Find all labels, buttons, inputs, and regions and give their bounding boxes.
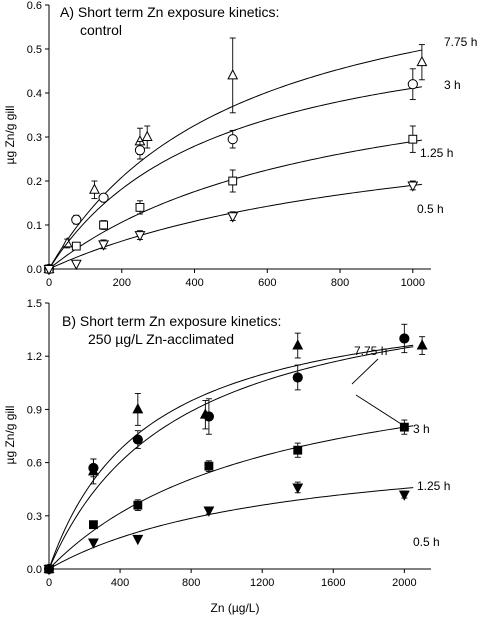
panel-b-series-1-25-h [44,419,414,574]
panel-a-title: A) Short term Zn exposure kinetics: [60,4,279,20]
panel-a-curve-label-1-25-h: 1.25 h [420,146,453,160]
panel-b-y-tick-label: 1.2 [27,351,42,363]
panel-b-point-1-25-h [204,461,214,471]
panel-a-point-1-25-h [71,241,81,251]
panel-a-y-tick-label: 0.6 [27,0,42,12]
panel-b-curve-label-1-25-h: 1.25 h [417,479,450,493]
panel-b-point-0-5-h [132,534,144,546]
panel-b-point-1-25-h [133,500,143,510]
panel-a-point-1-25-h [135,202,145,212]
panel-b-fit-curve-1-25-h [48,425,414,570]
panel-b-fit-curve-0-5-h [48,487,414,570]
panel-a-point-0-5-h [407,181,419,192]
panel-b-point-0-5-h [87,538,99,549]
panel-a-y-axis-label: µg Zn/g gill [3,106,17,165]
panel-a-point-3-h [98,192,109,203]
panel-a-x-tick-label: 1000 [401,277,425,289]
panel-b-point-0-5-h [398,490,410,501]
panel-a-point-7-75-h [227,69,239,80]
panel-b-label-pointer [355,394,410,430]
panel-a-curve-label-0-5-h: 0.5 h [417,202,444,216]
panel-b-curve-label-0-5-h: 0.5 h [413,535,440,549]
panel-a-curve-label-3-h: 3 h [444,78,461,92]
panel-b-y-tick-label: 1.5 [27,298,42,310]
panel-b-point-0-5-h [203,506,215,517]
panel-a-x-tick-label: 200 [113,277,131,289]
panel-a-point-1-25-h [408,134,418,144]
panel-a-point-1-25-h [99,220,108,230]
panel-b-x-tick-label: 2000 [392,577,416,589]
panel-a-point-0-5-h [43,265,55,276]
panel-a-point-7-75-h [416,55,428,67]
panel-b-point-3-h [292,372,303,383]
panel-a-point-0-5-h [70,259,82,271]
panel-a-point-0-5-h [98,240,109,251]
panel-a-curve-label-7-75-h: 7.75 h [444,35,477,49]
panel-a-x-tick-label: 0 [46,277,52,289]
panel-a-x-tick-label: 800 [331,277,349,289]
panel-b-point-0-5-h [43,565,55,576]
panel-b-curve-label-3-h: 3 h [413,422,430,436]
panel-a-point-1-25-h [228,176,238,186]
panel-b-x-tick-label: 400 [111,577,129,589]
panel-b-point-1-25-h [293,445,303,455]
panel-a-y-tick-label: 0.0 [27,264,42,276]
panel-b-point-7-75-h [416,339,428,350]
panel-b-point-3-h [203,411,215,422]
panel-a-y-tick-label: 0.5 [27,44,42,56]
panel-b-series-3-h [43,323,414,575]
panel-b-point-7-75-h [292,339,304,350]
panel-a-point-0-5-h [134,231,146,242]
panel-b-series-7-75-h [43,332,428,573]
panel-b-fit-curve-3-h [48,346,414,570]
panel-a-x-tick-label: 400 [185,277,203,289]
x-axis-label: Zn (µg/L) [211,601,260,615]
panel-b-x-tick-label: 800 [182,577,200,589]
panel-b-point-0-5-h [292,483,304,494]
panel-b-y-tick-label: 0.0 [27,564,42,576]
panel-b-y-axis-label: µg Zn/g gill [3,406,17,465]
panel-b-point-3-h [88,462,99,474]
panel-b-series-0-5-h [43,481,414,576]
panel-b-x-tick-label: 1600 [321,577,345,589]
panel-a-point-3-h [71,214,82,225]
panel-b-point-1-25-h [89,520,98,530]
panel-b-point-3-h [132,434,143,445]
panel-b-curve-label-7-75-h: 7.75 h [354,344,387,358]
panel-a-y-tick-label: 0.4 [27,88,42,100]
panel-b-point-1-25-h [399,422,409,432]
panel-b-fit-curve-7-75-h [48,344,414,570]
panel-a-point-3-h [227,134,238,145]
panel-b-acclimated: B) Short term Zn exposure kinetics: 250 … [3,298,450,615]
panel-a-point-3-h [134,145,146,156]
panel-a-point-0-5-h [227,212,239,223]
panel-a-point-7-75-h [89,183,100,194]
panel-b-y-tick-label: 0.9 [27,404,42,416]
panel-a-fit-curve-3-h [48,86,422,270]
panel-b-y-tick-label: 0.6 [27,458,42,470]
panel-a-y-tick-label: 0.1 [27,220,42,232]
panel-b-point-7-75-h [132,403,144,414]
panel-b-subtitle: 250 µg/L Zn-acclimated [88,331,234,347]
panel-a-x-tick-label: 600 [258,277,276,289]
panel-a-y-tick-label: 0.2 [27,176,42,188]
panel-b-point-3-h [399,333,410,344]
panel-b-title: B) Short term Zn exposure kinetics: [62,313,281,329]
panel-a-series-7-75-h [43,37,428,273]
panel-a-point-3-h [407,79,418,90]
panel-a-point-7-75-h [141,130,153,141]
panel-b-x-tick-label: 0 [46,577,52,589]
panel-b-label-pointer [351,358,379,385]
panel-a-fit-curve-7-75-h [48,49,422,270]
panel-a-control: A) Short term Zn exposure kinetics: cont… [3,0,477,289]
panel-a-series-0-5-h [43,180,422,276]
panel-b-y-tick-label: 0.3 [27,511,42,523]
panel-b-x-tick-label: 1200 [250,577,274,589]
panel-a-subtitle: control [80,22,122,38]
panel-a-fit-curve-1-25-h [48,139,422,270]
panel-a-y-tick-label: 0.3 [27,132,42,144]
